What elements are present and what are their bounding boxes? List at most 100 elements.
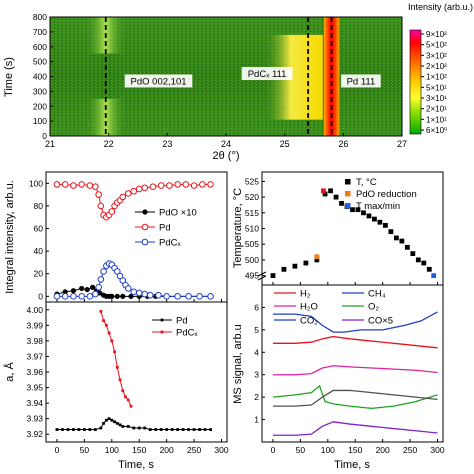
p1-point-2-6: [95, 284, 102, 291]
colorbar-tick-label-0: 9×10²: [426, 30, 447, 39]
p2-point-1-7: [118, 378, 122, 382]
p1-point-1-24: [182, 181, 190, 188]
p4-legend-label-0: H₂: [300, 289, 311, 300]
colorbar-tick-label-5: 5×10¹: [426, 83, 447, 92]
p2-point-0-27: [181, 428, 185, 431]
p2-point-1-2: [104, 323, 108, 327]
p2-ytick-label-0: 3.92: [26, 429, 43, 439]
p2-ytick-label-6: 3.98: [26, 336, 43, 346]
p1-ytick-label-5: 100: [29, 178, 43, 188]
p2-point-0-6: [88, 428, 92, 431]
p1-point-2-7: [97, 276, 105, 283]
p1-ytick-label-2: 40: [34, 246, 44, 256]
axis-break-mark-1: [257, 275, 267, 281]
p2-point-1-1: [102, 319, 105, 323]
p4-xtick-label-4: 200: [376, 445, 390, 455]
p1-point-2-3: [78, 293, 85, 300]
p1-ytick-label-1: 20: [34, 269, 44, 279]
p2-legend-marker-1: [160, 330, 164, 334]
annotation-box-0: [124, 74, 193, 88]
p2-xtick-label-1: 50: [80, 445, 90, 455]
heatmap-ytick-label-0: 0: [42, 131, 47, 141]
p3-legend-marker-2: [345, 203, 351, 209]
p4-series-line-3: [272, 384, 438, 410]
p4-series-line-1: [272, 335, 438, 349]
p2-xtick-label-0: 0: [55, 445, 60, 455]
p1-point-1-1: [61, 181, 69, 188]
p1-point-0-1: [62, 289, 68, 295]
p2-point-0-8: [99, 426, 103, 430]
p3-legend-label-1: PdO reduction: [356, 189, 417, 200]
annotation-label-0: PdO 002,101: [131, 76, 187, 87]
annotation-label-1: PdCₓ 111: [248, 69, 287, 80]
p1-legend-marker-2: [141, 238, 149, 246]
p3-point-0-11: [355, 207, 361, 213]
heatmap-ytick-label-7: 700: [33, 27, 47, 37]
p1-point-1-25: [190, 182, 198, 189]
p3-point-0-10: [350, 207, 355, 213]
p1-point-1-26: [199, 181, 206, 188]
p3-point-0-17: [388, 229, 394, 235]
p1-point-1-7: [97, 202, 105, 210]
p1-point-1-17: [130, 187, 138, 195]
p2-point-0-4: [77, 428, 81, 431]
p2-point-0-9: [102, 421, 105, 425]
p3-point-0-2: [292, 263, 298, 269]
p3-legend-label-0: T, °C: [356, 177, 377, 188]
p3-point-2-0: [321, 188, 326, 194]
p4-series-line-2: [272, 365, 438, 376]
p2-point-0-25: [170, 428, 174, 431]
p3-point-0-1: [281, 266, 287, 272]
p3-point-0-4: [314, 257, 320, 263]
p3-point-0-12: [361, 210, 366, 216]
p2-point-0-15: [118, 423, 122, 427]
colorbar-tick-label-1: 5×10²: [426, 41, 447, 50]
p2-point-1-6: [115, 365, 119, 369]
p2-point-0-1: [61, 428, 64, 431]
p2-point-1-10: [126, 398, 130, 402]
colorbar-tick-label-2: 3×10²: [426, 51, 447, 60]
p1-point-1-11: [108, 208, 116, 215]
p1-point-1-20: [149, 183, 157, 190]
p1-point-2-5: [92, 290, 99, 298]
heatmap-ytick-label-4: 400: [33, 72, 47, 82]
p1-point-1-18: [135, 185, 143, 193]
p2-point-0-29: [192, 428, 196, 431]
p1-point-0-4: [84, 286, 90, 293]
p2-legend-label-0: Pd: [176, 316, 188, 327]
p3-point-0-13: [366, 213, 372, 219]
p3-ytick-label-6: 525: [245, 176, 259, 186]
heatmap-xtick-label-2: 23: [162, 139, 172, 149]
heatmap-xtick-label-4: 25: [280, 139, 290, 149]
p1-point-0-5: [90, 284, 96, 290]
colorbar-tick-label-9: 6×10⁰: [426, 126, 447, 135]
heatmap-xtick-label-6: 27: [397, 139, 407, 149]
heatmap-ytick-label-5: 500: [33, 57, 47, 67]
p2-point-0-21: [148, 428, 152, 431]
p1-point-1-23: [174, 181, 181, 188]
p4-series-line-5: [272, 421, 438, 436]
p1-point-1-22: [166, 182, 173, 189]
annotation-box-1: [241, 67, 293, 81]
p3-ytick-label-3: 510: [245, 224, 259, 234]
p3-point-0-8: [339, 200, 344, 206]
p1-point-1-5: [92, 183, 99, 190]
p3-point-0-5: [322, 191, 328, 197]
p2-point-0-30: [198, 428, 201, 431]
p3-point-1-0: [314, 254, 320, 260]
p4-ytick-label-4: 5: [254, 325, 259, 335]
heatmap-ylabel: Time (s): [3, 57, 15, 97]
p1-ytick-label-0: 0: [38, 291, 43, 301]
p3-ytick-label-0: 495: [245, 271, 259, 281]
p4-xtick-label-1: 50: [296, 445, 306, 455]
p3-point-0-0: [270, 273, 276, 278]
p3-point-0-23: [421, 260, 427, 266]
p1-point-2-24: [174, 293, 181, 300]
heatmap-ytick-label-6: 600: [33, 42, 47, 52]
p1-point-2-19: [135, 289, 143, 297]
heatmap-ytick-label-2: 200: [33, 101, 47, 111]
temperature-ylabel: Temperature, °C: [232, 188, 244, 268]
p1-point-2-27: [207, 293, 214, 300]
p2-point-0-11: [107, 417, 111, 421]
ms-ylabel: MS signal, arb.u: [232, 324, 244, 403]
